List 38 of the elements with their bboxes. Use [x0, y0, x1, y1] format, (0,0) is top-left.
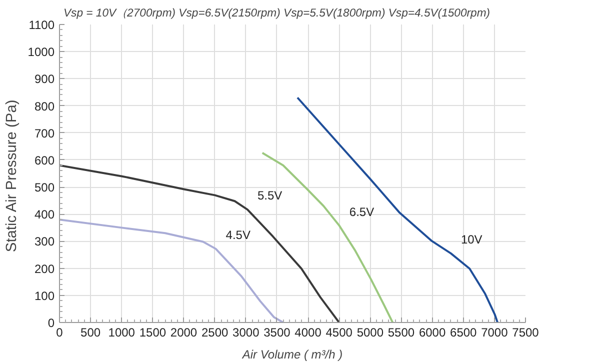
- x-tick-label: 2000: [170, 326, 198, 340]
- x-tick-label: 3500: [264, 326, 291, 340]
- line-series: [60, 218, 284, 322]
- y-tick-label: 800: [34, 99, 55, 114]
- y-tick-label: 200: [34, 262, 55, 276]
- y-tick-label: 600: [34, 153, 55, 168]
- x-tick-label: 1000: [108, 326, 136, 340]
- series-label: 4.5V: [226, 228, 250, 242]
- chart-subtitle: Vsp = 10V（2700rpm) Vsp=6.5V(2150rpm) Vsp=5.5V(1800rpm) Vsp=4.5V(1500rpm): [63, 8, 490, 20]
- series-label: 5.5V: [257, 188, 282, 203]
- x-tick-label: 1500: [139, 326, 166, 340]
- x-tick-label: 5500: [388, 326, 415, 340]
- y-tick-label: 100: [34, 288, 55, 303]
- line-series: [296, 96, 499, 322]
- y-tick-label: 400: [34, 208, 55, 222]
- x-axis-title: Air Volume ( m³/h ): [241, 348, 343, 362]
- line-series: [60, 164, 340, 322]
- x-tick-label: 0: [56, 326, 64, 340]
- y-axis-title: Static Air Pressure (Pa): [4, 100, 20, 252]
- x-tick-label: 4500: [326, 326, 353, 340]
- x-tick-label: 5000: [356, 326, 384, 340]
- x-tick-label: 7000: [481, 326, 508, 340]
- y-tick-label: 700: [34, 126, 55, 140]
- x-tick-label: 7500: [512, 326, 540, 340]
- series-label: 6.5V: [349, 204, 374, 219]
- y-tick-label: 1000: [28, 45, 55, 60]
- x-tick-label: 4000: [294, 326, 322, 340]
- y-tick-label: 900: [34, 72, 55, 86]
- x-tick-label: 6000: [418, 326, 446, 340]
- x-tick-label: 3000: [232, 326, 260, 340]
- x-tick-label: 2500: [201, 326, 229, 340]
- y-tick-label: 0: [48, 316, 55, 330]
- y-tick-label: 1100: [28, 18, 55, 32]
- y-tick-label: 500: [34, 180, 55, 195]
- x-tick-label: 500: [80, 326, 101, 340]
- x-tick-label: 6500: [450, 326, 478, 340]
- y-tick-label: 300: [34, 234, 55, 249]
- series-label: 10V: [460, 232, 482, 246]
